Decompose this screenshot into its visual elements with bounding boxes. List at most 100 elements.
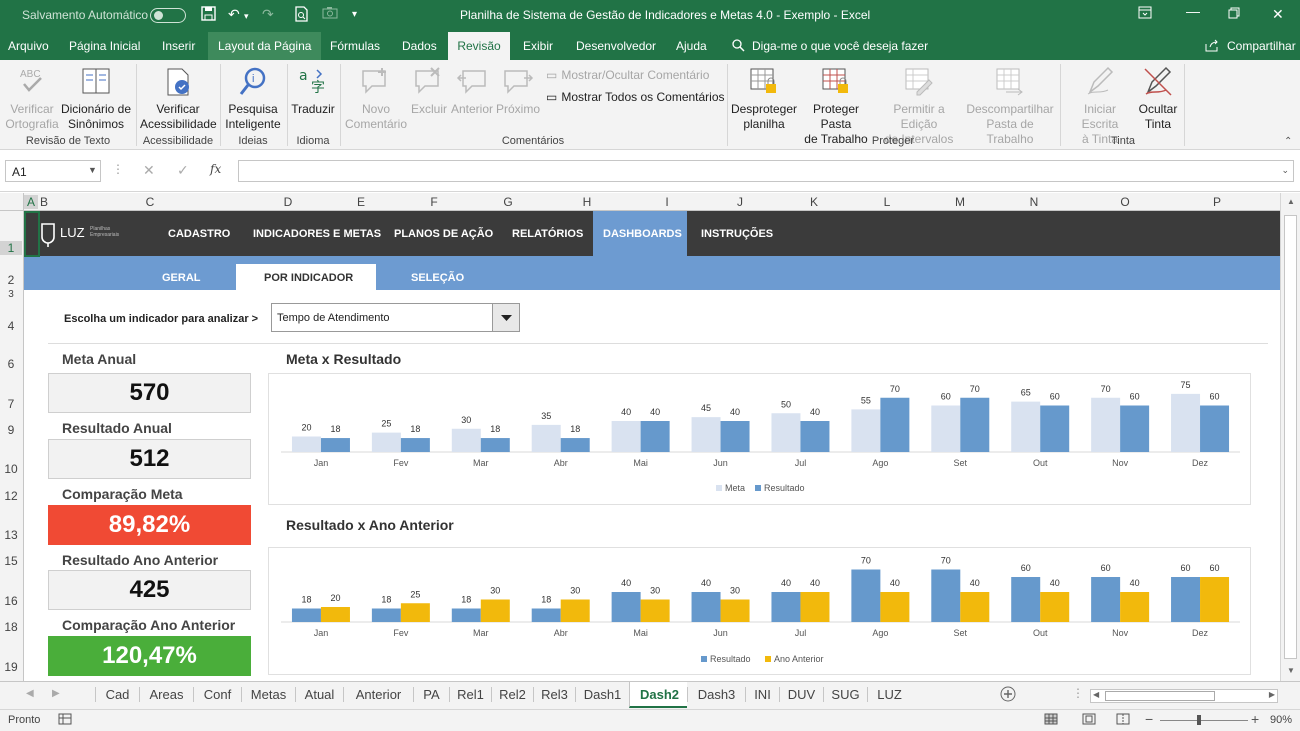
horizontal-scrollbar[interactable]: ◀ ▶ — [1090, 689, 1278, 703]
share-icon[interactable] — [1205, 39, 1219, 55]
col-header-i[interactable]: I — [665, 195, 669, 209]
expand-formula-icon[interactable]: ⌄ — [1281, 165, 1289, 175]
row-header[interactable]: 3 — [8, 289, 14, 300]
name-box[interactable]: A1 ▼ — [5, 160, 101, 182]
hscroll-right-icon[interactable]: ▶ — [1268, 690, 1275, 699]
redo-icon[interactable]: ↷ — [262, 6, 274, 22]
horizontal-scroll-thumb[interactable] — [1105, 691, 1215, 701]
col-header-n[interactable]: N — [1029, 195, 1039, 209]
col-header-a[interactable]: A — [24, 195, 38, 209]
vertical-scrollbar[interactable]: ▲ ▼ — [1280, 193, 1300, 681]
camera-icon[interactable] — [322, 6, 338, 22]
sheet-tab-anterior[interactable]: Anterior — [343, 687, 413, 702]
delete-comment-button[interactable]: Excluir — [410, 66, 448, 117]
tab-pagina-inicial[interactable]: Página Inicial — [69, 39, 141, 53]
cancel-icon[interactable]: ✕ — [143, 162, 155, 178]
nav-cadastro[interactable]: CADASTRO — [168, 228, 231, 240]
page-layout-icon[interactable] — [1082, 713, 1096, 729]
unshare-workbook-button[interactable]: Descompartilhar Pasta de Trabalho — [964, 66, 1056, 147]
sheet-tab-metas[interactable]: Metas — [241, 687, 295, 702]
nav-relatorios[interactable]: RELATÓRIOS — [512, 228, 584, 240]
sheet-tab-conf[interactable]: Conf — [193, 687, 241, 702]
previous-comment-button[interactable]: Anterior — [450, 66, 494, 117]
restore-icon[interactable] — [1228, 6, 1240, 22]
chevron-down-icon[interactable] — [492, 304, 519, 331]
col-header-e[interactable]: E — [356, 195, 365, 209]
undo-icon[interactable]: ↶ — [228, 6, 240, 22]
col-header-o[interactable]: O — [1120, 195, 1130, 209]
row-header[interactable]: 1 — [0, 241, 22, 255]
new-comment-button[interactable]: Novo Comentário — [343, 66, 409, 132]
select-all-corner[interactable] — [0, 193, 24, 211]
zoom-slider-thumb[interactable] — [1197, 715, 1201, 725]
start-inking-button[interactable]: Iniciar Escrita à Tinta — [1065, 66, 1135, 147]
hide-ink-button[interactable]: Ocultar Tinta — [1135, 66, 1181, 132]
sheet-tab-pa[interactable]: PA — [413, 687, 449, 702]
sheet-tab-luz[interactable]: LUZ — [867, 687, 911, 702]
hscroll-left-icon[interactable]: ◀ — [1093, 690, 1100, 699]
print-preview-icon[interactable] — [295, 6, 309, 25]
customize-qat-icon[interactable]: ▾ — [352, 9, 358, 20]
col-header-g[interactable]: G — [503, 195, 513, 209]
row-header[interactable]: 18 — [4, 620, 18, 634]
tell-me-input[interactable]: Diga-me o que você deseja fazer — [752, 39, 929, 53]
tab-revisao[interactable]: Revisão — [448, 32, 510, 60]
nav-indicadores-e-metas[interactable]: INDICADORES E METAS — [253, 228, 382, 240]
sheet-tab-rel1[interactable]: Rel1 — [449, 687, 491, 702]
col-header-d[interactable]: D — [283, 195, 293, 209]
sheet-tab-areas[interactable]: Areas — [139, 687, 193, 702]
nav-planos-de-acao[interactable]: PLANOS DE AÇÃO — [394, 228, 494, 240]
subnav-selecao[interactable]: SELEÇÃO — [411, 272, 465, 284]
row-header[interactable]: 4 — [7, 319, 15, 333]
tab-desenvolvedor[interactable]: Desenvolvedor — [576, 39, 657, 53]
row-header[interactable]: 6 — [7, 357, 15, 371]
vertical-scroll-thumb[interactable] — [1284, 215, 1297, 659]
row-header[interactable]: 19 — [4, 660, 18, 674]
macro-record-icon[interactable] — [58, 713, 72, 729]
row-header[interactable]: 16 — [4, 594, 18, 608]
subnav-por-indicador[interactable]: POR INDICADOR — [264, 272, 354, 284]
sheet-tab-cad[interactable]: Cad — [95, 687, 139, 702]
enter-icon[interactable]: ✓ — [177, 162, 189, 178]
nav-instrucoes[interactable]: INSTRUÇÕES — [701, 228, 774, 240]
col-header-k[interactable]: K — [809, 195, 818, 209]
col-header-m[interactable]: M — [955, 195, 965, 209]
tab-scroll-left-icon[interactable]: ◀ — [26, 688, 34, 699]
next-comment-button[interactable]: Próximo — [496, 66, 540, 117]
share-button[interactable]: Compartilhar — [1227, 39, 1296, 53]
zoom-slider[interactable] — [1160, 720, 1248, 721]
indicator-dropdown[interactable]: Tempo de Atendimento — [271, 303, 520, 332]
sheet-tab-dash2[interactable]: Dash2 — [629, 682, 687, 708]
check-spelling-button[interactable]: ABC Verificar Ortografia — [4, 66, 60, 132]
col-header-f[interactable]: F — [430, 195, 438, 209]
nav-dashboards[interactable]: DASHBOARDS — [603, 228, 682, 240]
sheet-tab-rel2[interactable]: Rel2 — [491, 687, 533, 702]
chart-resultado-ano-anterior[interactable]: 18 20 Jan 18 25 Fev 18 30 Mar 18 30 Abr 40 30 Mai 40 30 J… — [268, 547, 1251, 675]
row-header[interactable]: 9 — [7, 423, 15, 437]
insert-function-icon[interactable]: fx — [210, 162, 222, 176]
tab-arquivo[interactable]: Arquivo — [8, 39, 49, 53]
tab-exibir[interactable]: Exibir — [523, 39, 554, 53]
col-header-c[interactable]: C — [145, 195, 155, 209]
row-header[interactable]: 7 — [7, 397, 15, 411]
protect-workbook-button[interactable]: Proteger Pasta de Trabalho — [798, 66, 874, 147]
save-icon[interactable] — [201, 6, 216, 24]
chevron-down-icon[interactable]: ▼ — [88, 165, 97, 175]
allow-edit-ranges-button[interactable]: Permitir a Edição de Intervalos — [875, 66, 963, 147]
check-accessibility-button[interactable]: Verificar Acessibilidade — [140, 66, 217, 132]
zoom-out-icon[interactable]: − — [1145, 711, 1154, 727]
col-header-l[interactable]: L — [883, 195, 891, 209]
minimize-icon[interactable]: — — [1186, 3, 1200, 19]
zoom-in-icon[interactable]: + — [1251, 711, 1260, 727]
col-header-p[interactable]: P — [1212, 195, 1221, 209]
sheet-tab-dash1[interactable]: Dash1 — [575, 687, 629, 702]
autosave-toggle[interactable] — [150, 8, 186, 23]
collapse-ribbon-icon[interactable]: ⌃ — [1284, 136, 1293, 147]
row-header[interactable]: 12 — [4, 489, 18, 503]
row-header[interactable]: 10 — [4, 462, 18, 476]
formula-input[interactable]: ⌄ — [238, 160, 1294, 182]
active-cell-a1[interactable] — [24, 211, 40, 257]
unprotect-sheet-button[interactable]: Desproteger planilha — [730, 66, 798, 132]
page-break-icon[interactable] — [1116, 713, 1130, 729]
tab-layout[interactable]: Layout da Página — [208, 32, 322, 60]
